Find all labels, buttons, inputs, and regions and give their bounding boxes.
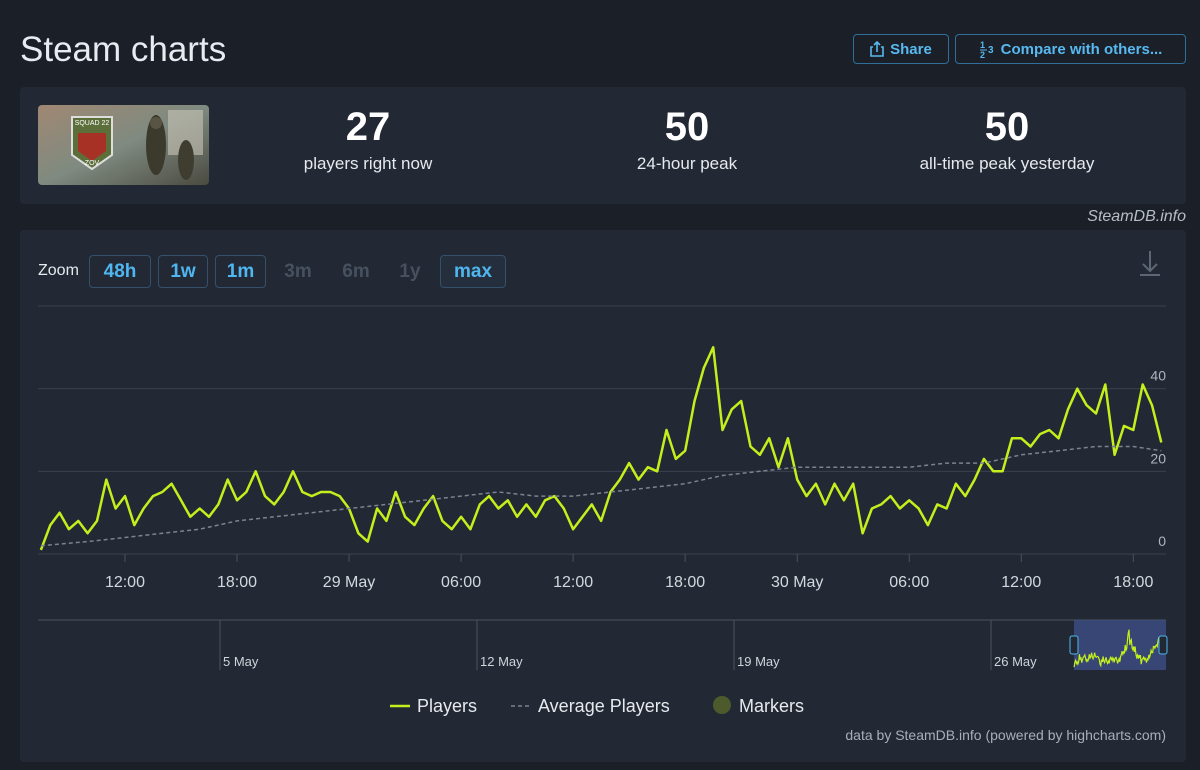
- stat-label: 24-hour peak: [636, 154, 738, 173]
- chart: 0 20 40 12:00 18:00 29 May 06:00 12:00 18:00 30 M…: [38, 251, 1168, 743]
- share-button[interactable]: Share: [853, 34, 949, 64]
- share-label: Share: [890, 40, 932, 58]
- stat: 50 24-hour peak: [537, 105, 837, 174]
- navigator-label: 5 May: [223, 654, 259, 669]
- compare-icon: 12 3: [979, 40, 994, 58]
- legend-label: Players: [417, 696, 477, 716]
- navigator-label: 26 May: [994, 654, 1037, 669]
- zoom-button[interactable]: 48h: [89, 255, 151, 288]
- image-text: ZOV: [85, 160, 100, 167]
- stat: 50 all-time peak yesterday: [857, 105, 1157, 174]
- navigator-handle: [1069, 635, 1079, 655]
- legend-symbol: [713, 696, 731, 714]
- zoom-label: Zoom: [38, 262, 79, 279]
- zoom-button: 3m: [284, 260, 312, 282]
- zoom-button[interactable]: 1w: [158, 255, 208, 288]
- stat-value: 50: [984, 105, 1030, 149]
- series-line: [40, 445, 1162, 547]
- x-tick-label: 06:00: [441, 574, 481, 591]
- share-icon: [870, 41, 884, 57]
- stat-label: players right now: [303, 154, 433, 173]
- y-tick-label: 40: [1150, 368, 1166, 384]
- page-title: Steam charts: [20, 30, 227, 69]
- compare-label: Compare with others...: [1000, 40, 1163, 58]
- game-image: SQUAD 22 ZOV: [38, 105, 209, 185]
- x-tick-label: 12:00: [1001, 574, 1041, 591]
- svg-text:2: 2: [980, 50, 985, 58]
- legend-label: Markers: [739, 696, 804, 716]
- x-tick-label: 18:00: [217, 574, 257, 591]
- chart-panel: [20, 230, 1186, 762]
- x-tick-label: 18:00: [1113, 574, 1153, 591]
- svg-text:3: 3: [988, 45, 994, 56]
- y-tick-label: 0: [1158, 533, 1166, 549]
- zoom-button[interactable]: 1m: [215, 255, 266, 288]
- x-tick-label: 18:00: [665, 574, 705, 591]
- series-line: [39, 346, 1163, 551]
- download-icon: [1140, 251, 1160, 276]
- svg-text:1: 1: [980, 40, 985, 50]
- navigator-handle: [1158, 635, 1168, 655]
- stat-value: 50: [664, 105, 710, 149]
- x-tick-label: 12:00: [553, 574, 593, 591]
- y-tick-label: 20: [1150, 450, 1166, 466]
- navigator-label: 19 May: [737, 654, 780, 669]
- stats-panel: [20, 87, 1186, 204]
- image-text: SQUAD 22: [75, 120, 110, 127]
- legend-label: Average Players: [538, 696, 670, 716]
- navigator-line: [1073, 629, 1167, 668]
- x-tick-label: 06:00: [889, 574, 929, 591]
- x-tick-label: 12:00: [105, 574, 145, 591]
- navigator-selection: [1074, 620, 1166, 670]
- stat-value: 27: [345, 105, 391, 149]
- zoom-button[interactable]: max: [440, 255, 506, 288]
- x-tick-label: 30 May: [771, 574, 823, 591]
- credits: data by SteamDB.info (powered by highcha…: [845, 727, 1166, 743]
- zoom-button: 1y: [399, 260, 421, 282]
- zoom-button: 6m: [342, 260, 370, 282]
- watermark: SteamDB.info: [1087, 208, 1186, 225]
- stat: 27 players right now: [218, 105, 518, 174]
- stat-label: all-time peak yesterday: [919, 154, 1095, 173]
- navigator-label: 12 May: [480, 654, 523, 669]
- x-tick-label: 29 May: [323, 574, 375, 591]
